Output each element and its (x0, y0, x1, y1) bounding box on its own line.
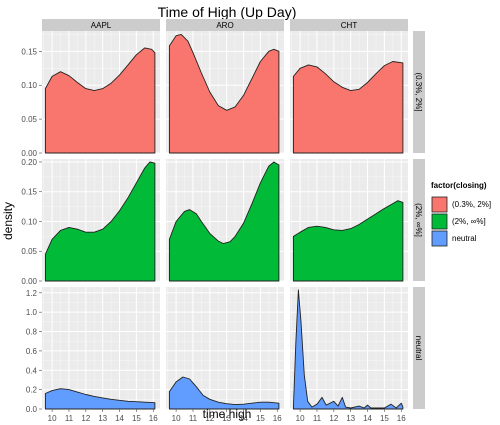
x-tick-label: 14 (363, 414, 372, 423)
column-strip-label: CHT (341, 21, 358, 30)
y-tick-label: 0.15 (21, 47, 37, 56)
row-strip-label: (0.3%, 2%] (414, 72, 423, 111)
legend-key (431, 196, 448, 213)
column-strip-label: ARO (216, 21, 233, 30)
x-tick-label: 13 (98, 414, 107, 423)
x-tick-label: 15 (256, 414, 265, 423)
y-tick-label: 0.10 (21, 81, 37, 90)
x-tick-label: 11 (313, 414, 322, 423)
x-tick-label: 10 (296, 414, 305, 423)
y-tick-label: 1.0 (26, 308, 38, 317)
density-area-aapl-2 (44, 388, 156, 410)
y-tick-label: 0.20 (21, 158, 37, 167)
density-area-cht-1 (292, 200, 404, 282)
x-axis-title: time.high (203, 407, 252, 421)
x-tick-label: 15 (380, 414, 389, 423)
density-area-aro-2 (168, 376, 280, 410)
x-tick-label: 15 (132, 414, 141, 423)
y-tick-label: 1.2 (26, 289, 38, 298)
y-tick-label: 0.6 (26, 347, 38, 356)
x-tick-label: 12 (329, 414, 338, 423)
y-axis-title: density (1, 202, 15, 240)
y-tick-label: 0.2 (26, 386, 38, 395)
x-tick-label: 16 (273, 414, 282, 423)
row-strip-label: (2%, ∞%] (414, 203, 423, 237)
x-tick-label: 11 (65, 414, 74, 423)
y-tick-label: 0.00 (21, 277, 37, 286)
x-tick-label: 14 (239, 414, 248, 423)
y-tick-label: 0.05 (21, 247, 37, 256)
y-tick-label: 0.00 (21, 149, 37, 158)
row-strip (413, 31, 425, 153)
legend: factor(closing) (0.3%, 2%] (2%, ∞%] neutral (430, 181, 491, 248)
density-area-aro-1 (168, 161, 280, 282)
row-strip (413, 159, 425, 281)
x-tick-label: 10 (172, 414, 181, 423)
chart-title: Time of High (Up Day) (158, 4, 297, 20)
row-strip-label: neutral (414, 336, 423, 361)
y-tick-label: 0.4 (26, 366, 38, 375)
row-strip (413, 287, 425, 409)
legend-label: (2%, ∞%] (452, 217, 486, 226)
legend-key (431, 230, 448, 247)
legend-label: (0.3%, 2%] (452, 200, 491, 209)
column-strip (42, 19, 160, 31)
legend-label: neutral (452, 234, 477, 243)
density-area-aapl-0 (44, 47, 156, 154)
x-tick-label: 14 (115, 414, 124, 423)
facet-grid: AAPL ARO CHT (0.3%, 2%] 0.00 0.05 0.10 0.15 (2%,… (21, 19, 425, 423)
y-tick-label: 0.10 (21, 217, 37, 226)
legend-key (431, 213, 448, 230)
x-tick-label: 13 (222, 414, 231, 423)
x-tick-label: 12 (205, 414, 214, 423)
density-area-cht-0 (292, 61, 404, 154)
panel-background (290, 287, 408, 409)
y-tick-label: 0.05 (21, 115, 37, 124)
x-tick-label: 13 (346, 414, 355, 423)
density-area-cht-2 (292, 289, 404, 410)
column-strip (166, 19, 284, 31)
x-tick-label: 16 (149, 414, 158, 423)
x-tick-label: 16 (397, 414, 406, 423)
y-tick-label: 0.8 (26, 328, 38, 337)
y-tick-label: 0.15 (21, 188, 37, 197)
y-tick-label: 0.0 (26, 405, 38, 414)
legend-title: factor(closing) (431, 181, 487, 190)
column-strip-label: AAPL (91, 21, 112, 30)
x-tick-label: 12 (81, 414, 90, 423)
x-tick-label: 11 (189, 414, 198, 423)
density-area-aro-0 (168, 33, 280, 154)
x-tick-label: 10 (48, 414, 57, 423)
density-area-aapl-1 (44, 161, 156, 282)
column-strip (290, 19, 408, 31)
